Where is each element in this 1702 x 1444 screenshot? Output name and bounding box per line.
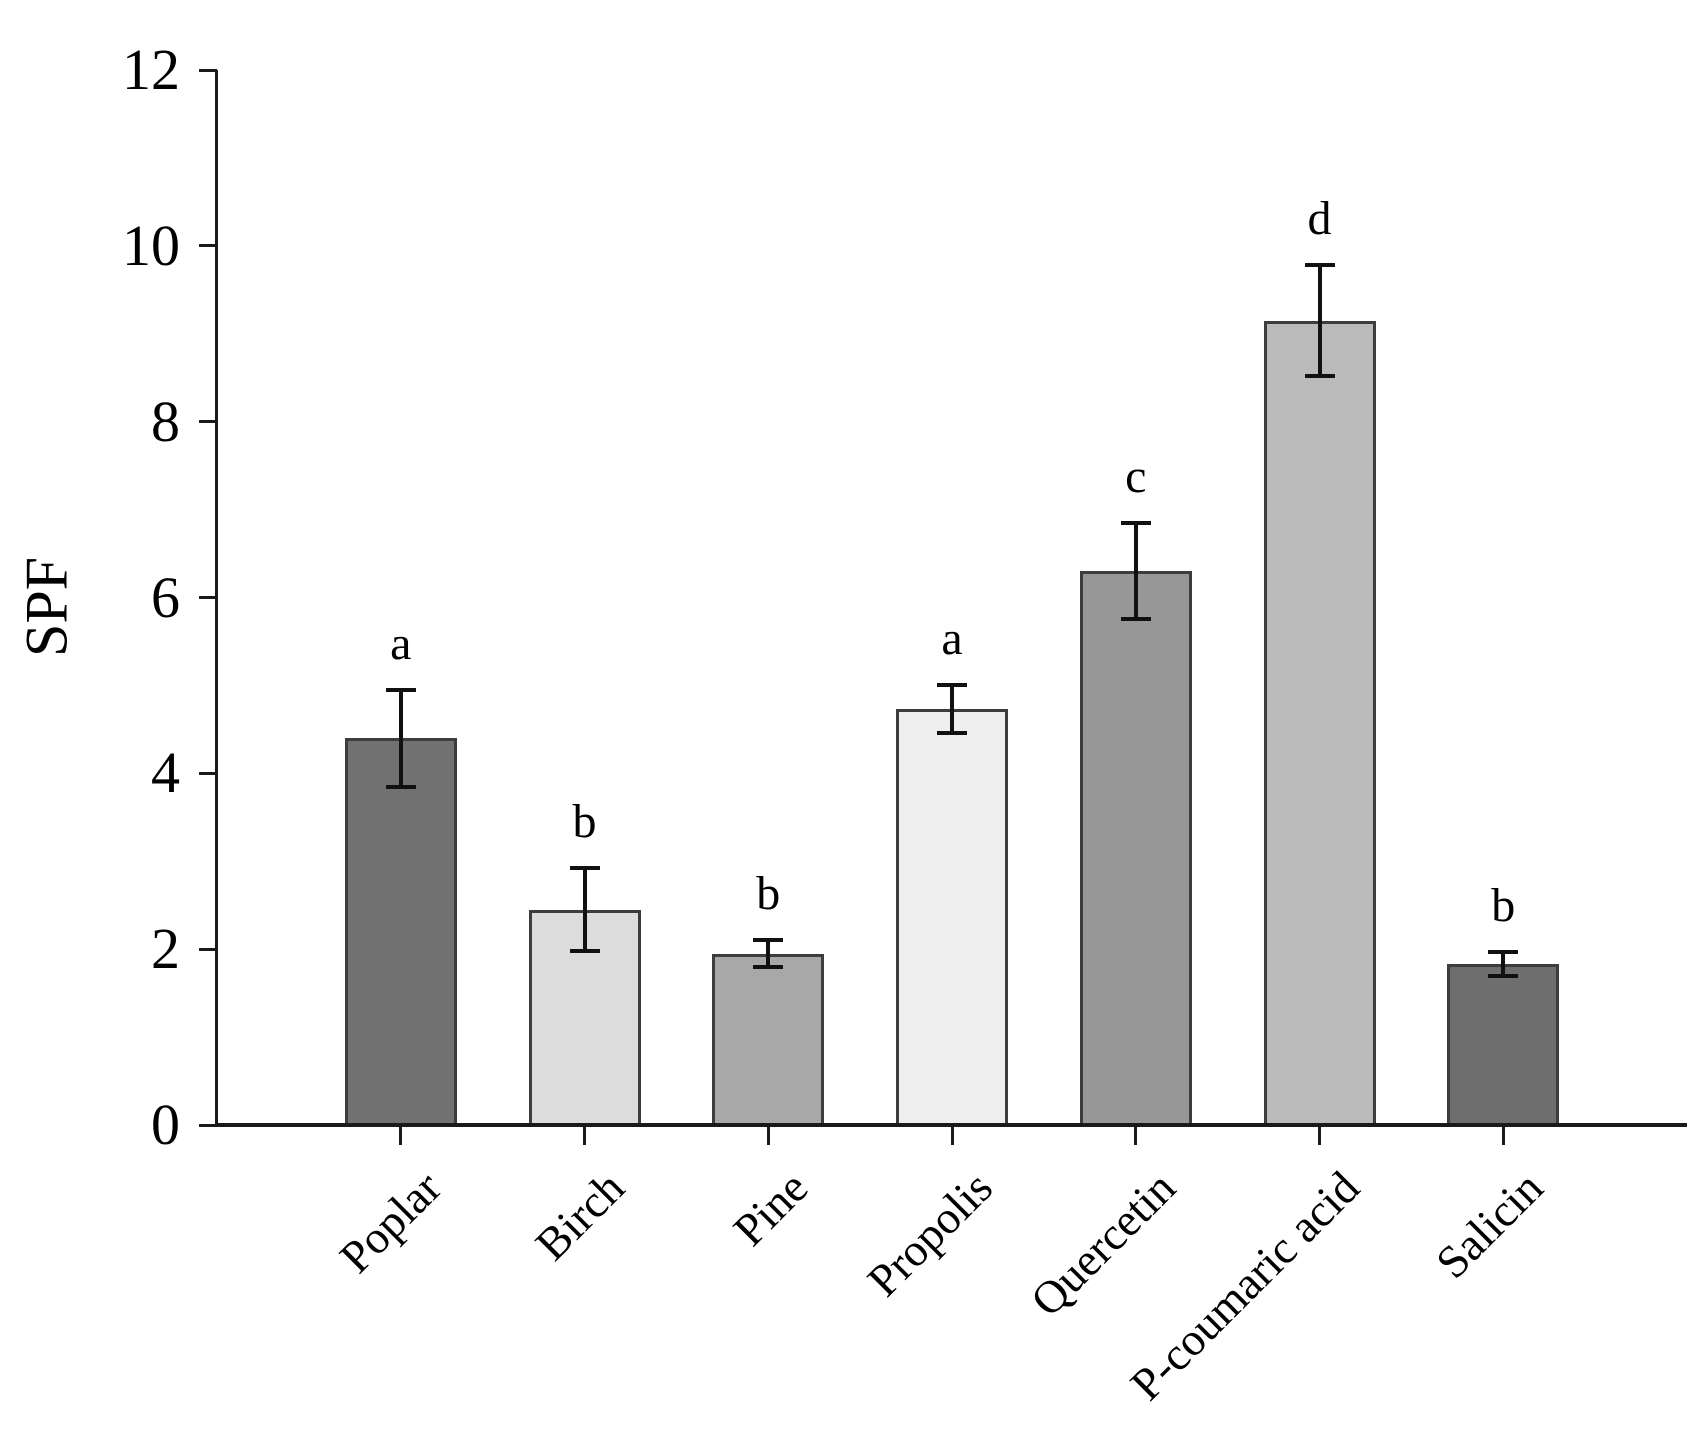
- error-bar-cap-bottom: [385, 784, 416, 789]
- error-bar-line: [766, 940, 771, 967]
- error-bar-cap-bottom: [1120, 617, 1151, 622]
- sig-letter-b: b: [756, 867, 781, 921]
- sig-letter-c: c: [1125, 449, 1147, 503]
- error-bar-cap-bottom: [569, 948, 600, 953]
- y-tick-label: 2: [151, 916, 180, 982]
- error-bar-line: [1501, 951, 1506, 977]
- x-tick: [766, 1125, 770, 1145]
- error-bar-line: [582, 868, 587, 951]
- error-bar-cap-top: [1304, 263, 1335, 268]
- y-tick: [199, 771, 217, 775]
- error-bar-line: [398, 689, 403, 787]
- y-tick-label: 10: [122, 212, 180, 278]
- y-tick: [199, 420, 217, 424]
- y-tick-label: 12: [122, 37, 180, 102]
- y-tick-label: 4: [151, 740, 180, 806]
- y-tick: [199, 68, 217, 72]
- error-bar-cap-top: [937, 683, 967, 688]
- y-axis-line: [215, 70, 218, 1127]
- sig-letter-a: a: [390, 616, 412, 670]
- error-bar-cap-bottom: [753, 964, 784, 969]
- sig-letter-b: b: [572, 795, 597, 849]
- sig-letter-d: d: [1307, 192, 1332, 246]
- x-category-label-salicin: Salicin: [1426, 1161, 1553, 1288]
- error-bar-cap-top: [1488, 949, 1519, 954]
- error-bar-line: [1317, 265, 1322, 376]
- sig-letter-b: b: [1491, 878, 1516, 932]
- bar-quercetin: [1079, 571, 1192, 1127]
- y-tick-label: 0: [151, 1092, 180, 1157]
- error-bar-cap-top: [753, 938, 784, 943]
- x-category-label-birch: Birch: [525, 1161, 635, 1270]
- y-tick: [199, 596, 217, 599]
- error-bar-line: [1133, 522, 1138, 620]
- error-bar-cap-bottom: [937, 730, 967, 735]
- x-axis-line: [215, 1123, 1687, 1127]
- x-tick: [1134, 1125, 1138, 1145]
- bar-salicin: [1447, 964, 1560, 1127]
- error-bar-cap-top: [1120, 520, 1151, 525]
- error-bar-cap-top: [385, 687, 416, 692]
- x-category-label-propolis: Propolis: [857, 1161, 1002, 1307]
- bar-propolis: [896, 709, 1008, 1127]
- x-tick: [399, 1125, 403, 1145]
- y-tick: [199, 947, 217, 951]
- x-category-label-quercetin: Quercetin: [1021, 1161, 1186, 1326]
- error-bar-cap-bottom: [1488, 974, 1519, 979]
- x-tick: [1501, 1125, 1505, 1145]
- y-tick-label: 6: [151, 564, 180, 630]
- x-category-label-poplar: Poplar: [329, 1161, 451, 1283]
- y-tick: [199, 244, 217, 248]
- x-category-label-pine: Pine: [724, 1161, 818, 1256]
- error-bar-line: [950, 685, 954, 733]
- error-bar-cap-top: [569, 866, 600, 871]
- x-tick: [583, 1125, 586, 1145]
- bar-p-coumaric-acid: [1263, 320, 1376, 1127]
- sig-letter-a: a: [941, 612, 963, 666]
- bar-poplar: [344, 738, 457, 1127]
- y-tick-label: 8: [151, 388, 180, 454]
- bar-pine: [712, 953, 825, 1127]
- x-tick: [950, 1125, 954, 1145]
- x-tick: [1318, 1125, 1321, 1145]
- error-bar-cap-bottom: [1304, 373, 1335, 378]
- y-tick: [199, 1123, 217, 1127]
